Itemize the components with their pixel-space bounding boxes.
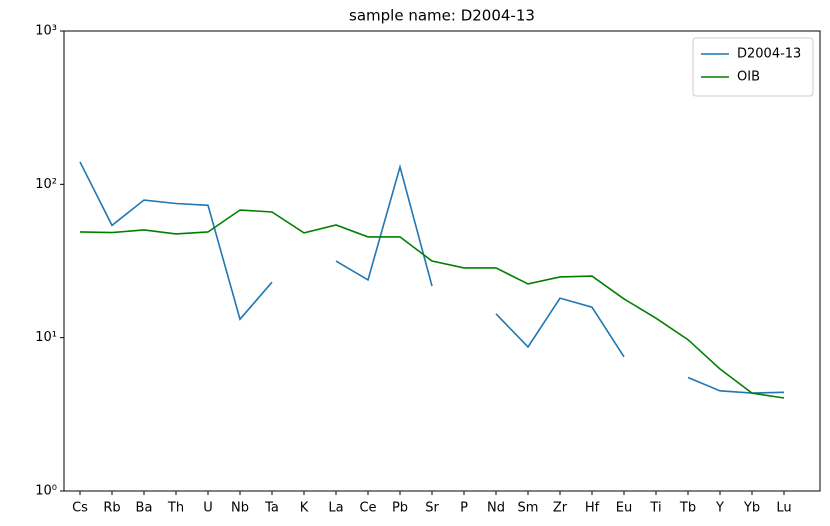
x-tick-label: Ce (359, 501, 376, 516)
x-tick-label: Th (167, 501, 184, 516)
y-tick-label: 10² (35, 177, 57, 192)
x-tick-label: Eu (616, 501, 632, 516)
plot-frame (63, 30, 821, 492)
x-tick-label: Hf (585, 501, 600, 516)
chart-title: sample name: D2004-13 (349, 7, 535, 25)
x-tick-label: P (460, 501, 468, 516)
x-tick-label: Rb (103, 501, 120, 516)
x-tick-label: Y (715, 501, 724, 516)
legend-label: OIB (737, 70, 760, 85)
x-tick-label: Ba (136, 501, 153, 516)
x-tick-label: Sm (518, 501, 539, 516)
x-tick-label: Sr (425, 501, 439, 516)
x-tick-label: U (203, 501, 213, 516)
x-tick-label: Lu (776, 501, 791, 516)
x-tick-label: Nb (231, 501, 249, 516)
y-tick-label: 10³ (35, 24, 57, 39)
x-tick-label: Pb (392, 501, 408, 516)
series-line (79, 161, 785, 394)
x-tick-label: Ti (649, 501, 661, 516)
y-tick-label: 10¹ (35, 330, 57, 345)
legend-box (692, 37, 814, 97)
y-tick-label: 10⁰ (35, 484, 57, 499)
x-tick-label: La (328, 501, 343, 516)
x-tick-label: K (300, 501, 309, 516)
series-line (79, 209, 785, 399)
x-tick-label: Ta (264, 501, 279, 516)
x-tick-label: Nd (487, 501, 505, 516)
x-tick-label: Yb (743, 501, 760, 516)
x-tick-label: Cs (72, 501, 88, 516)
legend-label: D2004-13 (737, 47, 801, 62)
x-tick-label: Tb (679, 501, 696, 516)
x-tick-label: Zr (553, 501, 568, 516)
